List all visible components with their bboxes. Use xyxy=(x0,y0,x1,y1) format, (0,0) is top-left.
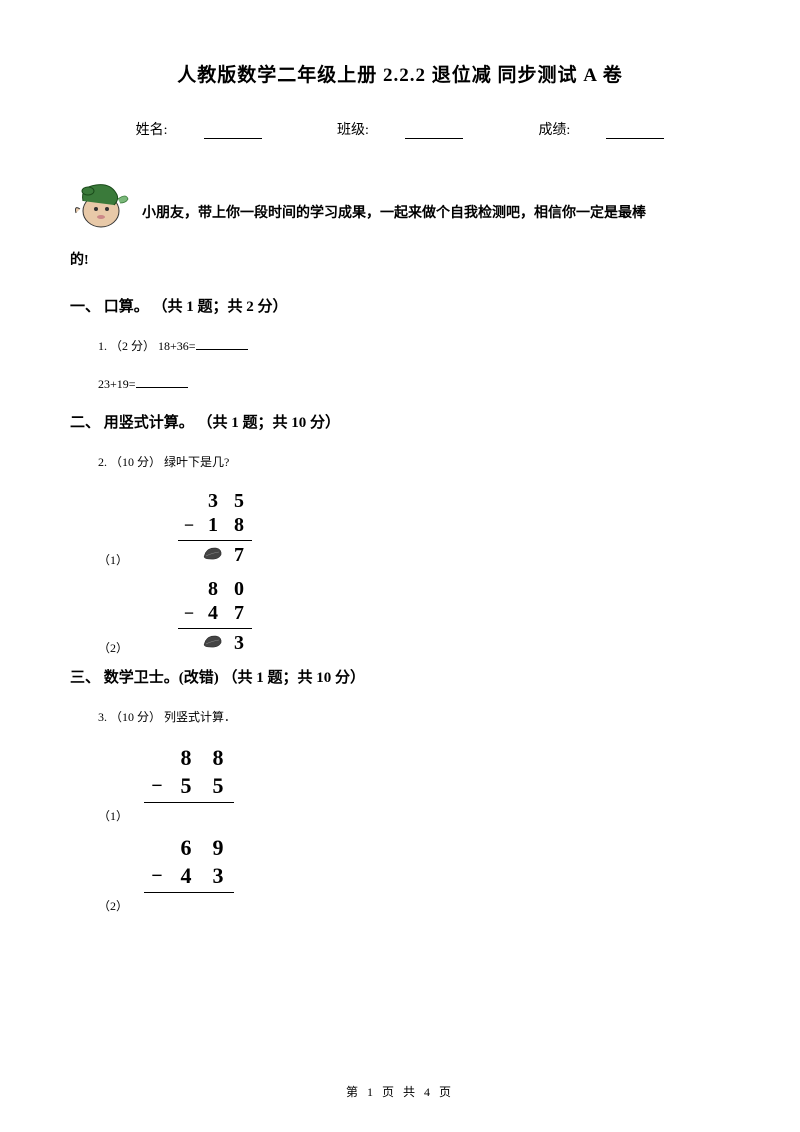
question-1: 1. （2 分） 18+36= xyxy=(98,336,730,358)
section-1-header: 一、 口算。 （共 1 题；共 2 分） xyxy=(70,295,730,316)
calc-3-2: 69 −43 （2） xyxy=(98,834,730,914)
class-blank xyxy=(405,138,463,139)
q1-prefix: 1. （2 分） 18+36= xyxy=(98,339,196,353)
student-info-row: 姓名: 班级: 成绩: xyxy=(70,119,730,139)
vertical-calc-3: 88 −55 xyxy=(144,744,234,806)
answer-blank xyxy=(196,349,248,350)
calc-3-1: 88 −55 （1） xyxy=(98,744,730,824)
q1-line2: 23+19= xyxy=(98,377,136,391)
vertical-calc-4: 69 −43 xyxy=(144,834,234,896)
sub-2-label: （2） xyxy=(98,897,128,914)
leaf-icon xyxy=(202,545,224,561)
question-1-line2: 23+19= xyxy=(98,374,730,396)
intro-text-2: 的! xyxy=(70,249,730,269)
intro-row: 小朋友，带上你一段时间的学习成果，一起来做个自我检测吧，相信你一定是最棒 xyxy=(70,169,730,231)
score-label: 成绩: xyxy=(538,123,570,138)
page-title: 人教版数学二年级上册 2.2.2 退位减 同步测试 A 卷 xyxy=(70,60,730,87)
vertical-calc-1: 35 −18 7 xyxy=(178,490,252,568)
question-2: 2. （10 分） 绿叶下是几? xyxy=(98,452,730,474)
name-blank xyxy=(204,138,262,139)
intro-text-1: 小朋友，带上你一段时间的学习成果，一起来做个自我检测吧，相信你一定是最棒 xyxy=(142,197,646,231)
calc-2-2: （2） 80 −47 3 xyxy=(98,578,730,656)
sub-1-label: （1） xyxy=(98,551,128,568)
question-3: 3. （10 分） 列竖式计算． xyxy=(98,707,730,729)
sub-1-label: （1） xyxy=(98,807,128,824)
section-3-header: 三、 数学卫士。(改错) （共 1 题；共 10 分） xyxy=(70,666,730,687)
mascot-icon xyxy=(70,169,132,231)
sub-2-label: （2） xyxy=(98,639,128,656)
name-label: 姓名: xyxy=(136,123,168,138)
calc-2-1: （1） 35 −18 7 xyxy=(98,490,730,568)
answer-blank xyxy=(136,387,188,388)
page-footer: 第 1 页 共 4 页 xyxy=(0,1083,800,1100)
score-blank xyxy=(606,138,664,139)
leaf-icon xyxy=(202,633,224,649)
vertical-calc-2: 80 −47 3 xyxy=(178,578,252,656)
section-2-header: 二、 用竖式计算。 （共 1 题；共 10 分） xyxy=(70,411,730,432)
class-label: 班级: xyxy=(337,123,369,138)
